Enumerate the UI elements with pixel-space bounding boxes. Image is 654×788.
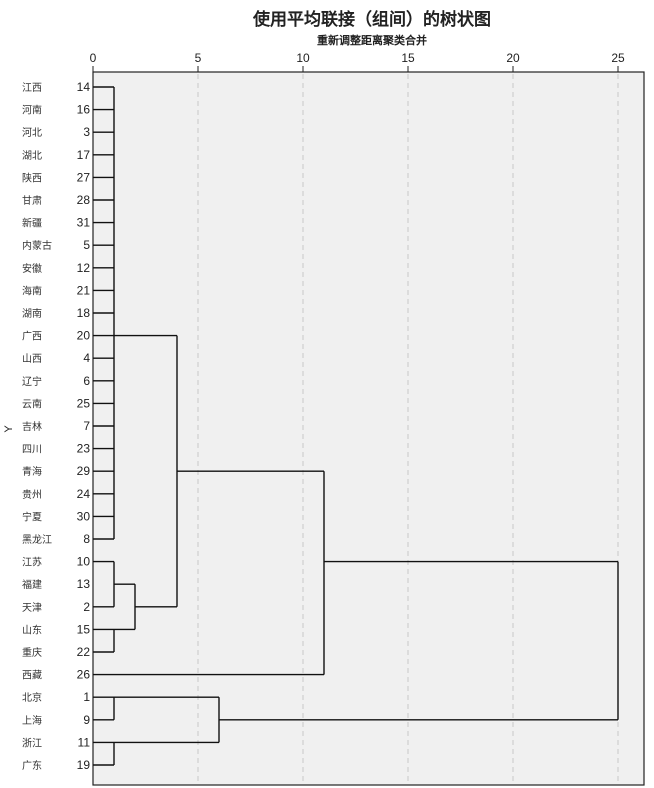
- leaf-name: 山西: [22, 353, 42, 365]
- leaf-name: 广东: [22, 759, 42, 772]
- leaf-id: 8: [83, 532, 90, 546]
- leaf-name: 河北: [22, 127, 42, 139]
- leaf-name: 宁夏: [22, 510, 42, 523]
- y-axis-label: Y: [3, 425, 15, 433]
- leaf-name: 江苏: [22, 556, 42, 569]
- x-tick-label: 15: [401, 51, 415, 65]
- leaf-name: 青海: [22, 465, 42, 478]
- leaf-id: 6: [83, 374, 90, 388]
- leaf-id: 15: [77, 622, 91, 636]
- leaf-name: 上海: [22, 714, 42, 727]
- leaf-id: 17: [77, 148, 91, 162]
- leaf-name: 江西: [22, 82, 42, 94]
- leaf-name: 天津: [22, 602, 42, 614]
- plot-area: [92, 71, 645, 786]
- x-tick-label: 25: [611, 51, 625, 65]
- leaf-id: 23: [77, 442, 91, 456]
- leaf-id: 22: [77, 645, 91, 659]
- x-axis-label: 重新调整距离聚类合并: [317, 33, 427, 47]
- leaf-name: 福建: [22, 578, 42, 591]
- leaf-name: 辽宁: [22, 375, 42, 388]
- leaf-id: 24: [77, 487, 91, 501]
- leaf-name: 西藏: [22, 670, 42, 682]
- leaf-id: 10: [77, 555, 91, 569]
- leaf-id: 30: [77, 509, 91, 523]
- leaf-name: 四川: [22, 445, 42, 456]
- leaf-id: 26: [77, 668, 91, 682]
- leaf-id: 7: [83, 419, 90, 433]
- leaf-id: 14: [77, 80, 91, 94]
- leaf-id: 1: [83, 690, 90, 704]
- x-tick-label: 5: [195, 51, 202, 65]
- leaf-name: 重庆: [22, 646, 42, 659]
- leaf-id: 21: [77, 283, 91, 297]
- x-tick-label: 10: [296, 51, 310, 65]
- leaf-name: 湖南: [22, 307, 42, 320]
- leaf-id: 31: [77, 216, 91, 230]
- x-tick-label: 20: [506, 51, 520, 65]
- leaf-name: 广西: [22, 331, 42, 343]
- leaf-id: 13: [77, 577, 91, 591]
- leaf-name: 安徽: [22, 262, 42, 275]
- leaf-name: 黑龙江: [22, 533, 52, 546]
- leaf-id: 29: [77, 464, 91, 478]
- leaf-id: 27: [77, 170, 91, 184]
- leaf-id: 9: [83, 713, 90, 727]
- leaf-id: 18: [77, 306, 91, 320]
- leaf-name: 甘肃: [22, 194, 42, 207]
- leaf-id: 12: [77, 261, 91, 275]
- x-tick-label: 0: [90, 51, 97, 65]
- leaf-name: 云南: [22, 397, 42, 410]
- leaf-name: 内蒙古: [22, 239, 52, 252]
- leaf-name: 北京: [22, 691, 42, 704]
- leaf-name: 湖北: [22, 150, 42, 162]
- chart-title: 使用平均联接（组间）的树状图: [252, 9, 491, 30]
- leaf-id: 25: [77, 396, 91, 410]
- leaf-id: 3: [83, 125, 90, 139]
- leaf-id: 20: [77, 329, 91, 343]
- leaf-name: 吉林: [22, 420, 42, 433]
- leaf-id: 2: [83, 600, 90, 614]
- leaf-name: 新疆: [22, 217, 42, 230]
- leaf-id: 5: [83, 238, 90, 252]
- leaf-name: 海南: [22, 284, 42, 297]
- leaf-name: 浙江: [22, 737, 42, 749]
- leaf-name: 山东: [22, 623, 42, 636]
- leaf-id: 19: [77, 758, 91, 772]
- leaf-name: 河南: [22, 104, 42, 117]
- leaf-name: 陕西: [22, 171, 42, 184]
- leaf-id: 4: [83, 351, 90, 365]
- leaf-id: 16: [77, 103, 91, 117]
- leaf-id: 11: [78, 735, 91, 749]
- leaf-name: 贵州: [22, 488, 42, 501]
- leaf-id: 28: [77, 193, 91, 207]
